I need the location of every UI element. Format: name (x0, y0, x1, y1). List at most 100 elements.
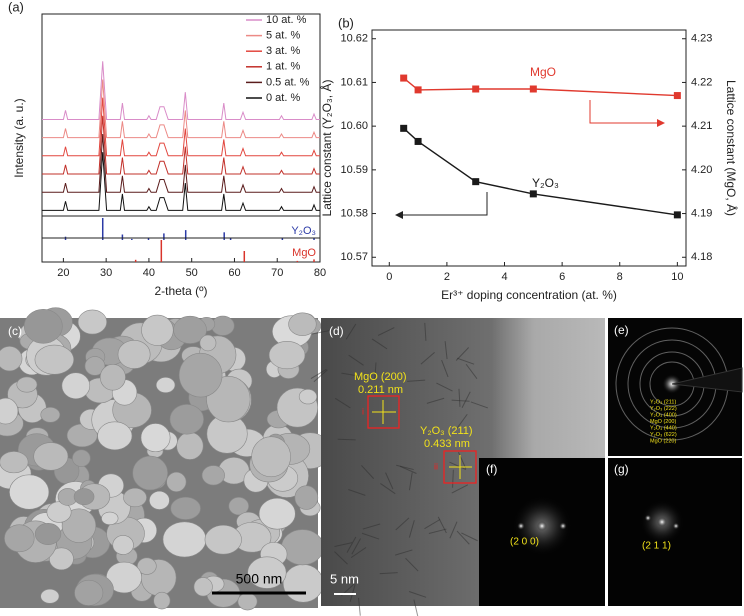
lattice-fringe (351, 538, 361, 555)
y-tick-label: 10.59 (340, 164, 368, 176)
particle (298, 388, 318, 405)
particle (268, 340, 306, 370)
annotation: Y₂O₃ (532, 176, 559, 190)
legend-label: 1 at. % (266, 61, 300, 73)
lattice-fringe (456, 530, 470, 545)
x-axis-label: 2-theta (º) (154, 284, 207, 298)
particle (73, 488, 95, 506)
lattice-fringe (334, 542, 353, 547)
particle (49, 547, 74, 571)
particle (23, 308, 63, 344)
arrow (395, 192, 488, 219)
lattice-fringe (399, 465, 417, 474)
particle (149, 490, 170, 510)
lattice-fringe (470, 401, 489, 409)
particle (281, 529, 324, 566)
lattice-fringe (310, 368, 327, 379)
scale-text: 500 nm (236, 571, 283, 587)
lattice-fringe (361, 465, 375, 479)
particle (132, 455, 168, 491)
fft-center (657, 517, 667, 527)
y2-tick-label: 4.22 (691, 76, 712, 88)
particle (97, 421, 133, 451)
particle (201, 465, 225, 486)
lattice-fringe (396, 464, 414, 471)
particle (258, 497, 296, 530)
particle (294, 485, 319, 510)
lattice-fringe (444, 341, 448, 360)
ring-label: Y₂O₃ (211) (650, 399, 676, 405)
spot-label: (2 1 1) (642, 541, 671, 552)
y-axis-label: Intensity (a. u.) (12, 98, 26, 177)
y-tick-label: 10.60 (340, 120, 368, 132)
particle (101, 511, 119, 526)
particle (155, 377, 176, 394)
series-line (42, 115, 320, 175)
particle (123, 487, 147, 508)
particle (141, 314, 174, 346)
spot-label: (2 0 0) (510, 537, 539, 548)
scale-text: 5 nm (330, 571, 359, 586)
marker (414, 86, 422, 94)
lattice-fringe (441, 359, 449, 378)
series-line (42, 97, 320, 157)
particle (166, 471, 187, 492)
lattice-fringe (313, 369, 328, 383)
region-label: ii (434, 461, 438, 471)
particle (77, 309, 108, 335)
plane-label: Y₂O₃ (211) (420, 425, 473, 437)
region-label: i (362, 406, 364, 416)
particles (0, 307, 331, 611)
particle (199, 334, 217, 352)
panel-label: (g) (614, 462, 629, 476)
axes-frame (371, 29, 687, 267)
particle (46, 501, 72, 523)
particle (61, 372, 91, 400)
series-line (42, 79, 320, 139)
lattice-fringe (408, 591, 427, 598)
lattice-fringe (451, 399, 470, 402)
marker (400, 74, 408, 82)
particle (251, 436, 291, 478)
reference-label: Y₂O₃ (291, 225, 316, 237)
y2-axis-label: Lattice constant (MgO, Å) (724, 80, 739, 216)
y-tick-label: 10.58 (340, 207, 368, 219)
ring-label: MgO (200) (650, 419, 676, 425)
particle (40, 407, 61, 423)
fft-spot (559, 522, 567, 530)
lattice-fringe (395, 549, 413, 556)
particle (137, 557, 157, 575)
chart: (a) 20 30 40 50 60 70 80 2-theta (º) Intensity (a… (8, 0, 326, 298)
lattice-fringe (458, 388, 461, 407)
x-tick-label: 80 (314, 267, 326, 279)
x-tick-label: 10 (671, 271, 683, 283)
lattice-fringe (379, 572, 398, 575)
lattice-fringe (407, 379, 426, 382)
region-box (443, 450, 477, 484)
beam-stopper (671, 367, 743, 393)
marker (472, 85, 480, 93)
lattice-fringe (371, 338, 388, 350)
lattice-fringe (408, 472, 413, 491)
lattice-fringe (449, 521, 458, 539)
cross (372, 400, 396, 424)
marker (529, 190, 537, 198)
saed-image: (e) Y₂O₃ (211)Y₂O₃ (222)Y₂O₃ (400)MgO (2… (608, 318, 743, 456)
panel-label: (b) (338, 15, 354, 30)
lattice-fringe (346, 536, 357, 553)
lattice-fringe (408, 520, 415, 538)
x-tick-label: 2 (444, 271, 450, 283)
fft-image: (f) (2 0 0) (479, 458, 605, 606)
lattice-fringe (461, 391, 471, 409)
particle (112, 535, 134, 555)
lattice-fringe (452, 469, 454, 488)
legend-label: 3 at. % (266, 45, 300, 57)
series-line (42, 61, 320, 120)
cross (449, 455, 472, 479)
panel-label: (e) (614, 323, 629, 337)
charts: (a)20 30 40 50 60 70 802-theta (º)Intensity (a… (8, 0, 739, 302)
x-tick-label: 60 (228, 267, 240, 279)
series-line (403, 77, 678, 97)
particle (16, 376, 38, 393)
